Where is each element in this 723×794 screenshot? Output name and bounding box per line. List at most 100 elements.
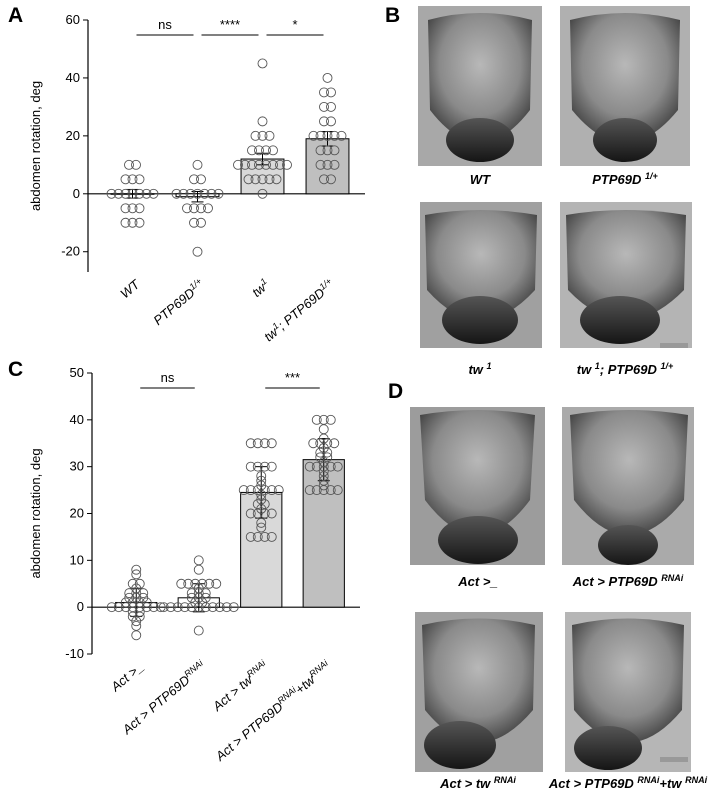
data-point [318, 414, 329, 425]
data-point [322, 72, 333, 83]
data-point [131, 569, 142, 580]
superscript: RNAi [637, 775, 659, 785]
data-point [326, 174, 336, 185]
photo [565, 612, 691, 772]
data-point [193, 564, 204, 575]
text-part: Act > PTP69D [548, 776, 638, 791]
data-point [315, 159, 326, 170]
data-point [172, 602, 183, 613]
significance-label: ns [161, 370, 175, 385]
text-part: tw [577, 362, 595, 377]
data-point [315, 145, 326, 156]
y-tick-label: 20 [66, 128, 80, 143]
data-point [319, 174, 329, 185]
data-point [322, 159, 333, 170]
photo [420, 202, 542, 348]
data-point [254, 159, 264, 170]
data-point [311, 414, 322, 425]
y-tick-label: 0 [73, 186, 80, 201]
data-point [256, 517, 267, 528]
photo [418, 6, 542, 166]
data-point [256, 522, 267, 533]
data-point [120, 217, 131, 228]
data-point [315, 130, 326, 141]
data-point [183, 578, 194, 589]
data-point [325, 461, 336, 472]
data-point [259, 438, 270, 449]
data-point [192, 188, 203, 199]
y-tick-label: 60 [66, 12, 80, 27]
photo [560, 202, 692, 348]
data-point [256, 489, 267, 500]
data-point [158, 602, 169, 613]
data-point [120, 602, 131, 613]
data-point [326, 116, 336, 127]
photo-caption: Act > tw RNAi [439, 775, 516, 791]
data-point [247, 159, 257, 170]
x-tick-label: Act >_ [107, 659, 146, 695]
data-point [200, 588, 211, 599]
data-point [282, 159, 292, 170]
data-point [257, 116, 268, 127]
data-point [192, 246, 203, 257]
photo-caption: tw 1 [468, 361, 491, 377]
data-point [200, 602, 211, 613]
text-part: ; PTP69D [600, 362, 661, 377]
data-point [193, 602, 204, 613]
data-point [240, 159, 250, 170]
data-point [308, 130, 319, 141]
data-point [319, 87, 329, 98]
data-point [120, 174, 131, 185]
data-point [182, 203, 192, 214]
data-point [245, 461, 256, 472]
data-point [332, 485, 343, 496]
x-tick-label: WT [117, 276, 143, 301]
data-point [257, 188, 268, 199]
data-point [165, 602, 176, 613]
data-point [322, 145, 333, 156]
text-part: WT [470, 172, 491, 187]
data-point [326, 87, 336, 98]
superscript: RNAi [661, 573, 683, 583]
data-point [113, 602, 124, 613]
data-point [254, 145, 264, 156]
x-tick-label: Act > twRNAi [208, 657, 272, 714]
y-tick-label: 40 [66, 70, 80, 85]
data-point [311, 485, 322, 496]
text-part: +tw [659, 776, 685, 791]
data-point [329, 438, 340, 449]
data-point [252, 438, 263, 449]
data-point [228, 602, 239, 613]
data-point [138, 588, 149, 599]
y-tick-label: 50 [70, 365, 84, 380]
data-point [245, 438, 256, 449]
data-point [134, 203, 145, 214]
superscript: RNAi [307, 657, 330, 679]
photo-caption: Act > PTP69D RNAi+tw RNAi [548, 775, 708, 791]
data-point [113, 188, 124, 199]
data-point [141, 597, 152, 608]
data-point [106, 188, 117, 199]
data-point [127, 174, 138, 185]
data-point [315, 447, 326, 458]
data-point [193, 555, 204, 566]
x-tick-label: Act > PTP69DRNAi+twRNAi [211, 657, 334, 764]
data-point [179, 602, 190, 613]
data-point [336, 130, 347, 141]
panel-letter: C [8, 358, 23, 381]
photo [415, 612, 543, 772]
data-point [245, 508, 256, 519]
significance-label: ns [158, 17, 172, 32]
data-point [257, 58, 268, 69]
data-point [238, 485, 249, 496]
data-point [247, 145, 257, 156]
data-point [266, 485, 277, 496]
y-axis-label: abdomen rotation, deg [28, 81, 43, 211]
data-point [266, 508, 277, 519]
data-point [127, 188, 138, 199]
photo [560, 6, 690, 166]
data-point [256, 475, 267, 486]
data-point [186, 602, 197, 613]
data-point [211, 578, 222, 589]
